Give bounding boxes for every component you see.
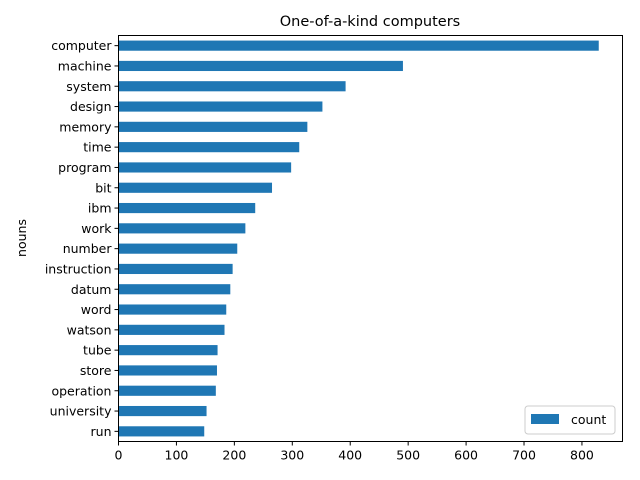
y-tick-label-design: design bbox=[70, 99, 111, 114]
y-tick-label-university: university bbox=[50, 404, 112, 419]
y-tick-label-store: store bbox=[80, 363, 112, 378]
y-tick-label-instruction: instruction bbox=[45, 261, 112, 276]
y-tick-label-system: system bbox=[66, 79, 111, 94]
y-tick-label-memory: memory bbox=[59, 119, 112, 134]
bar-datum bbox=[118, 284, 231, 295]
bar-bit bbox=[118, 182, 273, 193]
y-tick-label-bit: bit bbox=[95, 180, 111, 195]
y-tick-label-word: word bbox=[81, 302, 112, 317]
x-tick-label-200: 200 bbox=[222, 448, 246, 463]
y-tick-label-work: work bbox=[81, 221, 112, 236]
x-tick-label-400: 400 bbox=[338, 448, 362, 463]
bar-design bbox=[118, 101, 323, 112]
bar-machine bbox=[118, 60, 403, 72]
y-tick-label-operation: operation bbox=[51, 383, 111, 398]
plot-frame bbox=[118, 35, 623, 442]
bar-run bbox=[118, 426, 205, 437]
y-tick-label-number: number bbox=[63, 241, 113, 256]
bar-program bbox=[118, 162, 292, 173]
legend-label: count bbox=[571, 412, 606, 427]
y-tick-label-ibm: ibm bbox=[88, 201, 112, 216]
legend-box bbox=[524, 405, 616, 435]
bar-work bbox=[118, 223, 246, 234]
bar-watson bbox=[118, 324, 225, 335]
x-tick-label-500: 500 bbox=[396, 448, 420, 463]
chart-title: One-of-a-kind computers bbox=[280, 14, 460, 30]
y-tick-label-time: time bbox=[83, 140, 112, 155]
x-tick-label-300: 300 bbox=[280, 448, 304, 463]
y-tick-label-computer: computer bbox=[51, 38, 112, 53]
bar-memory bbox=[118, 121, 308, 132]
y-tick-label-watson: watson bbox=[67, 322, 112, 337]
legend: count bbox=[524, 405, 616, 435]
y-tick-label-tube: tube bbox=[83, 343, 112, 358]
x-tick-label-0: 0 bbox=[115, 448, 123, 463]
x-tick-label-700: 700 bbox=[512, 448, 536, 463]
y-tick-label-machine: machine bbox=[58, 58, 112, 73]
bar-tube bbox=[118, 345, 218, 356]
bar-word bbox=[118, 304, 227, 315]
bar-computer bbox=[118, 40, 599, 51]
y-tick-label-run: run bbox=[91, 424, 112, 439]
bar-system bbox=[118, 81, 346, 92]
legend-swatch bbox=[531, 414, 559, 424]
y-tick-label-program: program bbox=[58, 160, 111, 175]
x-tick-label-800: 800 bbox=[570, 448, 594, 463]
bar-operation bbox=[118, 385, 216, 396]
x-tick-label-600: 600 bbox=[454, 448, 478, 463]
bar-university bbox=[118, 405, 207, 417]
plot-area: computer machine system design memory time pro… bbox=[45, 38, 599, 463]
bar-ibm bbox=[118, 202, 256, 214]
y-tick-label-datum: datum bbox=[71, 282, 112, 297]
bar-number bbox=[118, 243, 238, 254]
bar-store bbox=[118, 365, 217, 376]
bar-instruction bbox=[118, 263, 233, 275]
x-tick-label-100: 100 bbox=[165, 448, 189, 463]
bar-time bbox=[118, 142, 300, 153]
y-axis-label: nouns bbox=[14, 219, 29, 257]
